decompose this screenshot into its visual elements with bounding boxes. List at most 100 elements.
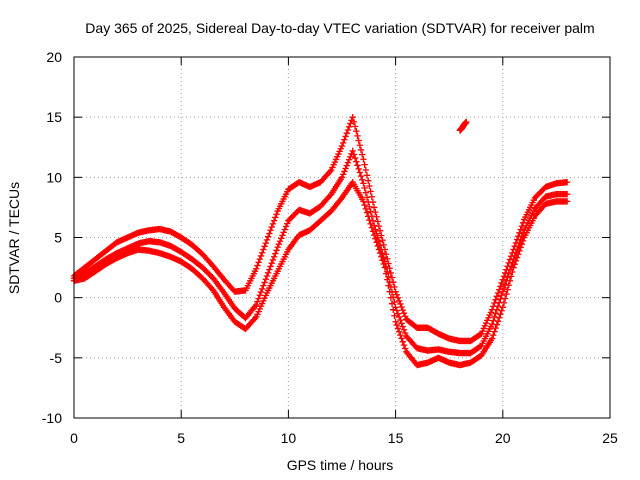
data-point [363,194,371,201]
data-point [355,165,362,173]
data-point [269,220,277,228]
data-point [369,228,377,235]
data-point [268,223,275,231]
data-point [282,223,290,230]
data-point [363,209,371,216]
data-point [365,213,372,220]
data-point [342,165,349,172]
data-point [372,235,379,242]
data-point [395,297,403,305]
data-point [518,222,526,230]
data-point [339,139,347,147]
series-track-c [70,178,571,369]
data-point [360,156,367,163]
data-point [382,270,390,277]
data-point [278,235,285,242]
data-point [563,178,571,186]
data-point [264,233,272,240]
data-point [385,282,392,289]
data-point [400,326,408,333]
data-point [491,328,498,335]
data-point [493,306,501,313]
data-point [394,294,402,301]
data-point [267,227,274,234]
data-point [380,260,387,268]
data-point [365,198,372,206]
data-point [392,318,399,325]
data-point [258,285,266,293]
data-point [397,300,404,308]
data-point [254,262,261,269]
data-point [498,307,505,314]
series-track-b [70,147,571,357]
data-point [255,259,262,266]
data-point [488,335,496,342]
data-point [267,263,274,270]
data-point [253,301,260,309]
data-point [208,285,216,293]
data-point [386,288,393,295]
data-point [354,132,361,140]
data-point [395,328,403,335]
data-point [354,162,361,169]
data-point [368,224,375,231]
data-point [493,321,501,328]
data-point [275,240,283,248]
data-point [373,239,380,246]
data-point [359,151,366,158]
data-marks [70,113,571,369]
data-point [347,120,354,127]
data-point [506,277,514,285]
data-point [397,331,404,339]
data-point [256,255,264,263]
data-point [382,251,390,258]
data-point [563,198,571,205]
x-tick-label: 0 [70,430,78,446]
data-point [494,302,502,310]
x-tick-label: 25 [602,430,618,446]
data-point [504,274,511,281]
data-point [281,226,289,233]
data-point [492,324,499,332]
data-point [361,184,368,192]
y-axis-label: SDTVAR / TECUs [6,182,22,294]
data-point [272,214,279,221]
data-point [499,276,506,283]
series-track-a [70,113,571,345]
data-point [497,283,504,290]
data-point [351,154,359,162]
data-point [386,265,393,272]
data-point [500,299,508,307]
data-point [378,253,385,260]
data-point [341,136,348,143]
data-point [515,251,522,258]
data-point [366,203,373,210]
data-point [367,208,374,215]
data-point [372,208,379,216]
data-point [398,303,405,311]
data-point [264,269,272,276]
grid [74,57,610,418]
data-point [374,218,381,225]
data-point [493,293,501,300]
data-point [355,137,362,144]
data-point [492,310,499,317]
x-tick-label: 5 [177,430,185,446]
data-point [362,205,370,213]
data-point [388,274,396,281]
data-point [262,239,269,247]
data-point [343,162,350,169]
data-point [266,230,273,237]
data-point [261,279,268,286]
data-point [284,220,291,227]
data-point [366,182,373,190]
data-point [349,147,356,155]
data-point [476,331,484,338]
data-point [344,126,352,134]
data-point [350,118,358,126]
data-point [391,312,398,319]
data-point [345,123,353,130]
data-point [362,189,370,196]
data-point [326,192,334,199]
data-point [498,279,505,287]
